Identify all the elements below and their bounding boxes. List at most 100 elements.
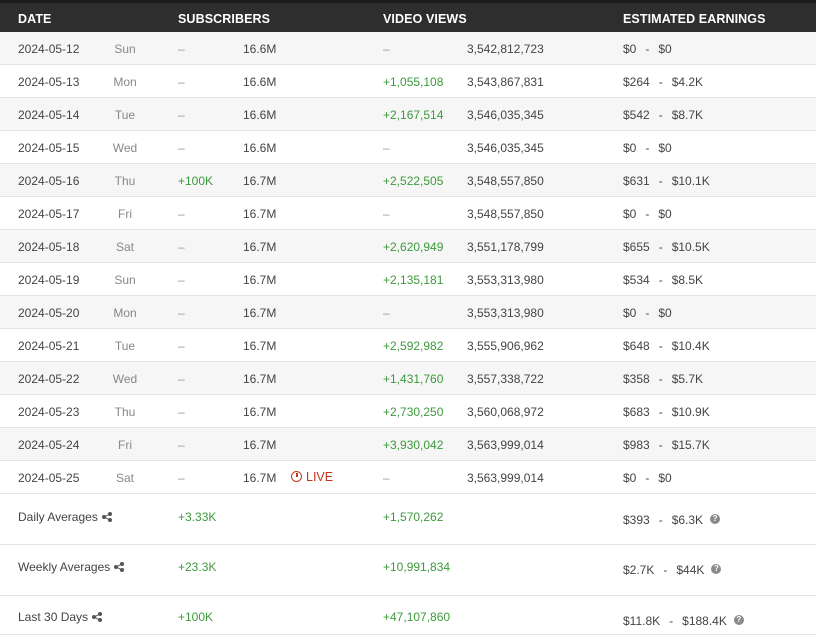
earnings-high: $0 — [658, 306, 672, 320]
row-date: 2024-05-14 — [18, 108, 80, 122]
earnings-high: $10.1K — [671, 174, 710, 188]
row-day: Sat — [115, 240, 134, 254]
earnings-low: $683 — [623, 405, 650, 419]
row-date: 2024-05-22 — [18, 372, 80, 386]
row-subscriber-total: 16.7M — [243, 207, 277, 221]
row-view-total: 3,563,999,014 — [467, 438, 544, 452]
column-header-date[interactable]: DATE — [18, 12, 52, 26]
table-row: 2024-05-13 Mon – 16.6M +1,055,108 3,543,867,8… — [0, 65, 816, 98]
earnings-high: $44K — [676, 563, 705, 577]
share-icon[interactable] — [92, 612, 103, 622]
earnings-separator: - — [663, 563, 668, 577]
row-view-total: 3,553,313,980 — [467, 273, 544, 287]
earnings-high: $0 — [658, 141, 672, 155]
row-date: 2024-05-12 — [18, 42, 80, 56]
table-row: 2024-05-12 Sun – 16.6M – 3,542,812,723 $0- $0 — [0, 32, 816, 65]
table-row: 2024-05-19 Sun – 16.7M +2,135,181 3,553,313,9… — [0, 263, 816, 296]
row-subscriber-total: 16.6M — [243, 42, 277, 56]
earnings-low: $0 — [623, 306, 637, 320]
earnings-separator: - — [658, 273, 663, 287]
live-indicator[interactable]: LIVE — [291, 470, 333, 484]
row-day: Wed — [112, 141, 138, 155]
summary-label: Daily Averages — [18, 510, 113, 524]
column-header-video-views[interactable]: VIDEO VIEWS — [383, 12, 467, 26]
row-view-change: +2,135,181 — [383, 273, 444, 287]
earnings-separator: - — [658, 372, 663, 386]
row-day: Thu — [114, 405, 136, 419]
share-icon[interactable] — [114, 562, 125, 572]
earnings-low: $534 — [623, 273, 650, 287]
summary-row: Weekly Averages +23.3K +10,991,834 $2.7K - $4… — [0, 545, 816, 596]
row-subscriber-change: – — [178, 471, 185, 485]
earnings-high: $6.3K — [671, 513, 704, 527]
earnings-high: $8.5K — [671, 273, 704, 287]
column-header-subscribers[interactable]: SUBSCRIBERS — [178, 12, 271, 26]
table-row: 2024-05-16 Thu +100K 16.7M +2,522,505 3,548,5… — [0, 164, 816, 197]
earnings-low: $11.8K — [623, 614, 661, 628]
row-view-total: 3,548,557,850 — [467, 174, 544, 188]
help-icon[interactable]: ? — [710, 514, 721, 524]
row-view-change: – — [383, 471, 390, 485]
row-subscriber-change: – — [178, 75, 185, 89]
row-earnings-range: $542- $8.7K — [623, 108, 703, 122]
row-day: Wed — [112, 372, 138, 386]
column-header-estimated-earnings[interactable]: ESTIMATED EARNINGS — [623, 12, 766, 26]
earnings-separator: - — [645, 141, 650, 155]
row-day: Sat — [115, 471, 134, 485]
summary-earnings-range: $11.8K - $188.4K? — [623, 614, 744, 628]
summary-subscribers: +100K — [178, 610, 214, 624]
row-subscriber-total: 16.7M — [243, 240, 277, 254]
row-date: 2024-05-18 — [18, 240, 80, 254]
row-earnings-range: $0- $0 — [623, 306, 672, 320]
summary-label-text: Daily Averages — [18, 510, 98, 524]
row-subscriber-change: – — [178, 240, 185, 254]
row-subscriber-total: 16.6M — [243, 141, 277, 155]
earnings-high: $10.4K — [671, 339, 710, 353]
summary-label-text: Last 30 Days — [18, 610, 89, 624]
share-icon[interactable] — [101, 512, 113, 522]
row-subscriber-total: 16.6M — [243, 75, 277, 89]
row-earnings-range: $264- $4.2K — [623, 75, 703, 89]
earnings-separator: - — [658, 240, 663, 254]
row-subscriber-change: – — [178, 207, 185, 221]
earnings-separator: - — [645, 306, 650, 320]
row-earnings-range: $648- $10.4K — [623, 339, 710, 353]
row-subscriber-total: 16.7M — [243, 438, 277, 452]
earnings-separator: - — [658, 75, 663, 89]
earnings-low: $358 — [623, 372, 650, 386]
earnings-separator: - — [645, 471, 650, 485]
table-row: 2024-05-25 Sat – 16.7M LIVE – 3,563,999,014 $0-… — [0, 461, 816, 494]
earnings-low: $631 — [623, 174, 650, 188]
row-subscriber-change: +100K — [178, 174, 214, 188]
row-date: 2024-05-23 — [18, 405, 80, 419]
row-date: 2024-05-25 — [18, 471, 80, 485]
row-day: Sun — [114, 42, 136, 56]
help-icon[interactable]: ? — [733, 615, 744, 625]
row-date: 2024-05-15 — [18, 141, 80, 155]
summary-views: +1,570,262 — [383, 510, 444, 524]
row-day: Mon — [113, 75, 137, 89]
row-day: Fri — [118, 207, 132, 221]
earnings-high: $15.7K — [671, 438, 710, 452]
row-view-total: 3,551,178,799 — [467, 240, 544, 254]
earnings-separator: - — [658, 174, 663, 188]
row-date: 2024-05-16 — [18, 174, 80, 188]
summary-label: Last 30 Days — [18, 610, 103, 624]
row-earnings-range: $631- $10.1K — [623, 174, 710, 188]
row-earnings-range: $534- $8.5K — [623, 273, 703, 287]
earnings-high: $0 — [658, 42, 672, 56]
row-subscriber-total: 16.6M — [243, 108, 277, 122]
earnings-low: $648 — [623, 339, 650, 353]
earnings-separator: - — [658, 438, 663, 452]
row-subscriber-total: 16.7M — [243, 471, 277, 485]
row-earnings-range: $0- $0 — [623, 207, 672, 221]
row-subscriber-change: – — [178, 372, 185, 386]
row-subscriber-total: 16.7M — [243, 372, 277, 386]
earnings-low: $0 — [623, 471, 637, 485]
table-row: 2024-05-17 Fri – 16.7M – 3,548,557,850 $0- $0 — [0, 197, 816, 230]
earnings-high: $188.4K — [682, 614, 727, 628]
help-icon[interactable]: ? — [711, 564, 722, 574]
row-subscriber-change: – — [178, 438, 185, 452]
row-subscriber-change: – — [178, 405, 185, 419]
row-earnings-range: $0- $0 — [623, 42, 672, 56]
